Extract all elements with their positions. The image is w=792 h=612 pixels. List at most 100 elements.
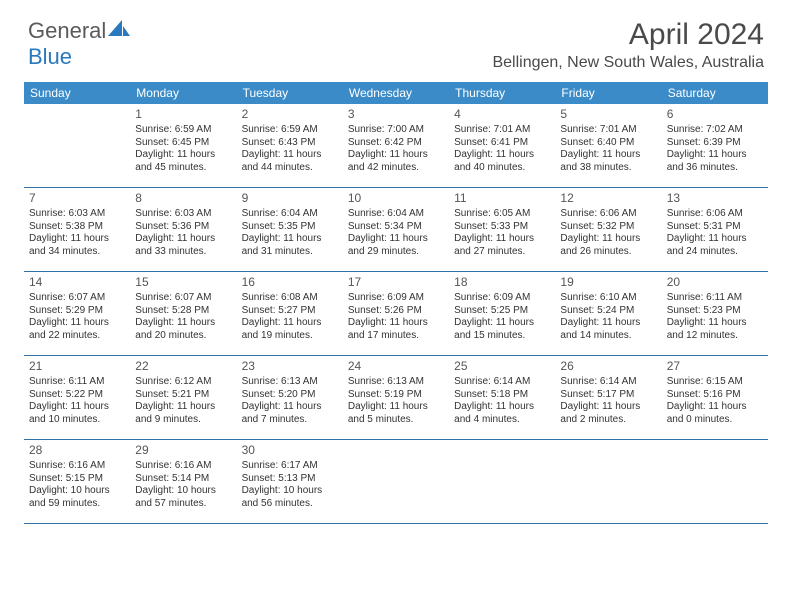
calendar-cell (449, 440, 555, 524)
daylight-line: Daylight: 11 hours and 33 minutes. (135, 233, 231, 258)
daylight-line: Daylight: 11 hours and 2 minutes. (560, 401, 656, 426)
day-number: 5 (560, 107, 656, 122)
daylight-line: Daylight: 11 hours and 29 minutes. (348, 233, 444, 258)
calendar-cell: 2Sunrise: 6:59 AMSunset: 6:43 PMDaylight… (237, 104, 343, 188)
sunrise-line: Sunrise: 7:00 AM (348, 124, 444, 137)
daylight-line: Daylight: 11 hours and 40 minutes. (454, 149, 550, 174)
sunrise-line: Sunrise: 6:03 AM (135, 208, 231, 221)
sunset-line: Sunset: 5:29 PM (29, 305, 125, 318)
daylight-line: Daylight: 11 hours and 44 minutes. (242, 149, 338, 174)
calendar-cell: 29Sunrise: 6:16 AMSunset: 5:14 PMDayligh… (130, 440, 236, 524)
daylight-line: Daylight: 11 hours and 12 minutes. (667, 317, 763, 342)
day-number: 2 (242, 107, 338, 122)
sunset-line: Sunset: 5:38 PM (29, 221, 125, 234)
sunrise-line: Sunrise: 6:15 AM (667, 376, 763, 389)
day-number: 3 (348, 107, 444, 122)
calendar-cell: 22Sunrise: 6:12 AMSunset: 5:21 PMDayligh… (130, 356, 236, 440)
page-header: GeneralBlue April 2024 Bellingen, New So… (0, 0, 792, 76)
sunset-line: Sunset: 6:45 PM (135, 137, 231, 150)
daylight-line: Daylight: 10 hours and 57 minutes. (135, 485, 231, 510)
daylight-line: Daylight: 10 hours and 59 minutes. (29, 485, 125, 510)
sunset-line: Sunset: 5:31 PM (667, 221, 763, 234)
day-number: 22 (135, 359, 231, 374)
calendar-cell: 14Sunrise: 6:07 AMSunset: 5:29 PMDayligh… (24, 272, 130, 356)
daylight-line: Daylight: 11 hours and 31 minutes. (242, 233, 338, 258)
sunset-line: Sunset: 5:28 PM (135, 305, 231, 318)
sunrise-line: Sunrise: 6:17 AM (242, 460, 338, 473)
sunset-line: Sunset: 5:26 PM (348, 305, 444, 318)
sunrise-line: Sunrise: 6:13 AM (348, 376, 444, 389)
daylight-line: Daylight: 11 hours and 20 minutes. (135, 317, 231, 342)
daylight-line: Daylight: 11 hours and 14 minutes. (560, 317, 656, 342)
logo-text: GeneralBlue (28, 18, 130, 70)
calendar: SundayMondayTuesdayWednesdayThursdayFrid… (24, 82, 768, 524)
calendar-cell: 5Sunrise: 7:01 AMSunset: 6:40 PMDaylight… (555, 104, 661, 188)
day-number: 26 (560, 359, 656, 374)
sunrise-line: Sunrise: 6:09 AM (348, 292, 444, 305)
sunrise-line: Sunrise: 6:59 AM (135, 124, 231, 137)
day-number: 28 (29, 443, 125, 458)
day-number: 9 (242, 191, 338, 206)
calendar-cell: 17 Sunrise: 6:09 AMSunset: 5:26 PMDayligh… (343, 272, 449, 356)
calendar-cell: 7Sunrise: 6:03 AMSunset: 5:38 PMDaylight… (24, 188, 130, 272)
sunrise-line: Sunrise: 6:05 AM (454, 208, 550, 221)
daylight-line: Daylight: 11 hours and 5 minutes. (348, 401, 444, 426)
month-title: April 2024 (492, 18, 764, 52)
sunrise-line: Sunrise: 7:02 AM (667, 124, 763, 137)
day-number: 30 (242, 443, 338, 458)
sunset-line: Sunset: 5:20 PM (242, 389, 338, 402)
calendar-cell: 6Sunrise: 7:02 AMSunset: 6:39 PMDaylight… (662, 104, 768, 188)
day-number: 17 (348, 275, 444, 290)
sunrise-line: Sunrise: 6:16 AM (135, 460, 231, 473)
sunset-line: Sunset: 5:17 PM (560, 389, 656, 402)
logo-text-blue: Blue (28, 44, 72, 69)
sunrise-line: Sunrise: 6:08 AM (242, 292, 338, 305)
day-number: 12 (560, 191, 656, 206)
day-number: 15 (135, 275, 231, 290)
day-number: 10 (348, 191, 444, 206)
sunrise-line: Sunrise: 6:07 AM (135, 292, 231, 305)
sunset-line: Sunset: 5:35 PM (242, 221, 338, 234)
day-header: Saturday (662, 82, 768, 104)
daylight-line: Daylight: 11 hours and 36 minutes. (667, 149, 763, 174)
sunset-line: Sunset: 5:22 PM (29, 389, 125, 402)
sunset-line: Sunset: 6:42 PM (348, 137, 444, 150)
day-number: 8 (135, 191, 231, 206)
day-number: 14 (29, 275, 125, 290)
calendar-cell: 10Sunrise: 6:04 AMSunset: 5:34 PMDayligh… (343, 188, 449, 272)
calendar-cell: 21Sunrise: 6:11 AMSunset: 5:22 PMDayligh… (24, 356, 130, 440)
logo: GeneralBlue (28, 18, 130, 70)
calendar-cell: 12Sunrise: 6:06 AMSunset: 5:32 PMDayligh… (555, 188, 661, 272)
sunset-line: Sunset: 5:14 PM (135, 473, 231, 486)
calendar-cell: 27Sunrise: 6:15 AMSunset: 5:16 PMDayligh… (662, 356, 768, 440)
sunset-line: Sunset: 6:41 PM (454, 137, 550, 150)
sunrise-line: Sunrise: 6:11 AM (667, 292, 763, 305)
calendar-cell: 18Sunrise: 6:09 AMSunset: 5:25 PMDayligh… (449, 272, 555, 356)
calendar-cell: 4Sunrise: 7:01 AMSunset: 6:41 PMDaylight… (449, 104, 555, 188)
daylight-line: Daylight: 11 hours and 17 minutes. (348, 317, 444, 342)
location-text: Bellingen, New South Wales, Australia (492, 54, 764, 72)
sunset-line: Sunset: 5:16 PM (667, 389, 763, 402)
calendar-cell: 3 Sunrise: 7:00 AMSunset: 6:42 PMDaylight… (343, 104, 449, 188)
calendar-cell: 8 Sunrise: 6:03 AMSunset: 5:36 PMDaylight… (130, 188, 236, 272)
sunrise-line: Sunrise: 6:07 AM (29, 292, 125, 305)
day-number: 13 (667, 191, 763, 206)
sunrise-line: Sunrise: 6:09 AM (454, 292, 550, 305)
daylight-line: Daylight: 11 hours and 0 minutes. (667, 401, 763, 426)
calendar-cell: 11Sunrise: 6:05 AMSunset: 5:33 PMDayligh… (449, 188, 555, 272)
calendar-cell: 30Sunrise: 6:17 AMSunset: 5:13 PMDayligh… (237, 440, 343, 524)
sunrise-line: Sunrise: 6:04 AM (348, 208, 444, 221)
sunset-line: Sunset: 6:40 PM (560, 137, 656, 150)
sunset-line: Sunset: 5:24 PM (560, 305, 656, 318)
sunrise-line: Sunrise: 6:16 AM (29, 460, 125, 473)
sunrise-line: Sunrise: 6:13 AM (242, 376, 338, 389)
day-number: 24 (348, 359, 444, 374)
day-number: 21 (29, 359, 125, 374)
daylight-line: Daylight: 11 hours and 19 minutes. (242, 317, 338, 342)
sunset-line: Sunset: 5:23 PM (667, 305, 763, 318)
daylight-line: Daylight: 11 hours and 45 minutes. (135, 149, 231, 174)
day-number: 23 (242, 359, 338, 374)
sunset-line: Sunset: 5:25 PM (454, 305, 550, 318)
daylight-line: Daylight: 11 hours and 42 minutes. (348, 149, 444, 174)
sunset-line: Sunset: 5:36 PM (135, 221, 231, 234)
